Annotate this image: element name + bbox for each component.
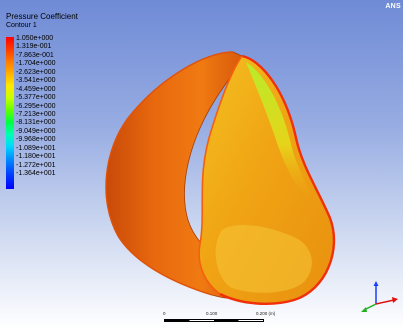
legend-label: 1.319e-001 [16,43,52,51]
legend-label: -1.180e+001 [16,153,56,161]
legend-label: 1.050e+000 [16,35,54,42]
legend-title: Pressure Coefficient [6,12,78,21]
scale-label: 0.200 (m) [256,311,276,316]
legend-label: -2.623e+000 [16,68,56,76]
legend-label: -1.704e+000 [16,60,56,68]
legend-label: -9.049e+000 [16,127,56,135]
legend-label: -7.213e+000 [16,110,56,118]
legend-subtitle: Contour 1 [6,22,37,29]
legend-label: -3.541e+000 [16,77,56,85]
scale-bar: 0 0.100 0.200 (m) [163,311,276,325]
legend-label: -1.364e+001 [16,170,56,177]
inner-highlight [215,224,312,293]
legend-labels: 1.050e+000 1.319e-001 -7.863e-001 -1.704… [16,35,86,178]
legend-colorbar [6,37,14,189]
legend-label: -5.377e+000 [16,94,56,102]
legend-label: -9.968e+000 [16,136,56,144]
legend-label: -1.272e+001 [16,161,56,169]
legend-label: -1.089e+001 [16,144,56,152]
scale-label: 0.100 [206,311,218,316]
scale-bar-graphic [164,319,264,322]
brand-logo-text: ANS [385,3,401,10]
legend-label: -8.131e+000 [16,119,56,127]
legend-label: -7.863e-001 [16,51,54,59]
ring-rim-front [105,51,234,296]
low-pressure-region [246,62,314,200]
ring-rim-top [219,54,336,305]
scale-label: 0 [163,311,166,316]
axis-triad-icon [361,281,398,312]
legend-label: -6.295e+000 [16,102,56,110]
ring-rim-inner-edge [198,55,243,295]
legend-label: -4.459e+000 [16,85,56,93]
